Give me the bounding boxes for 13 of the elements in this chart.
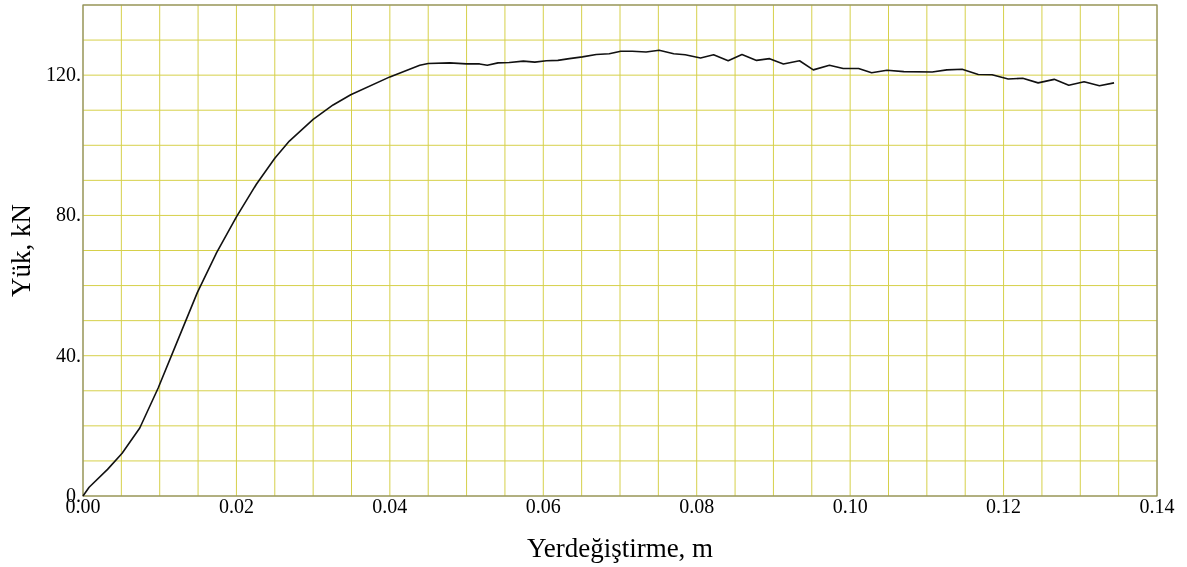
x-tick-label: 0.10	[832, 495, 868, 517]
x-tick-label: 0.12	[986, 495, 1022, 517]
line-series	[82, 49, 1115, 497]
x-axis-title: Yerdeğiştirme, m	[526, 533, 714, 563]
x-tick-label: 0.04	[372, 495, 408, 517]
x-tick-label: 0.02	[218, 495, 254, 517]
x-tick-label: 0.08	[679, 495, 715, 517]
y-tick-label: 80.	[56, 203, 81, 226]
x-tick-label: 0.14	[1139, 495, 1175, 517]
y-tick-label: 120.	[46, 63, 81, 86]
y-axis-title: Yük, kN	[6, 204, 36, 297]
y-tick-label: 40.	[56, 343, 81, 366]
x-tick-label: 0.06	[525, 495, 561, 517]
